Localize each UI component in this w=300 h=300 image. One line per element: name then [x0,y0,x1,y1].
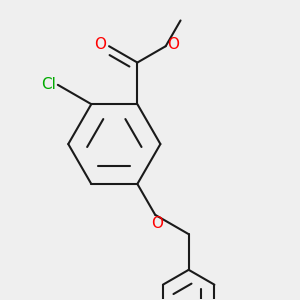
Text: O: O [151,216,163,231]
Text: Cl: Cl [41,77,56,92]
Text: O: O [94,37,106,52]
Text: O: O [167,37,179,52]
